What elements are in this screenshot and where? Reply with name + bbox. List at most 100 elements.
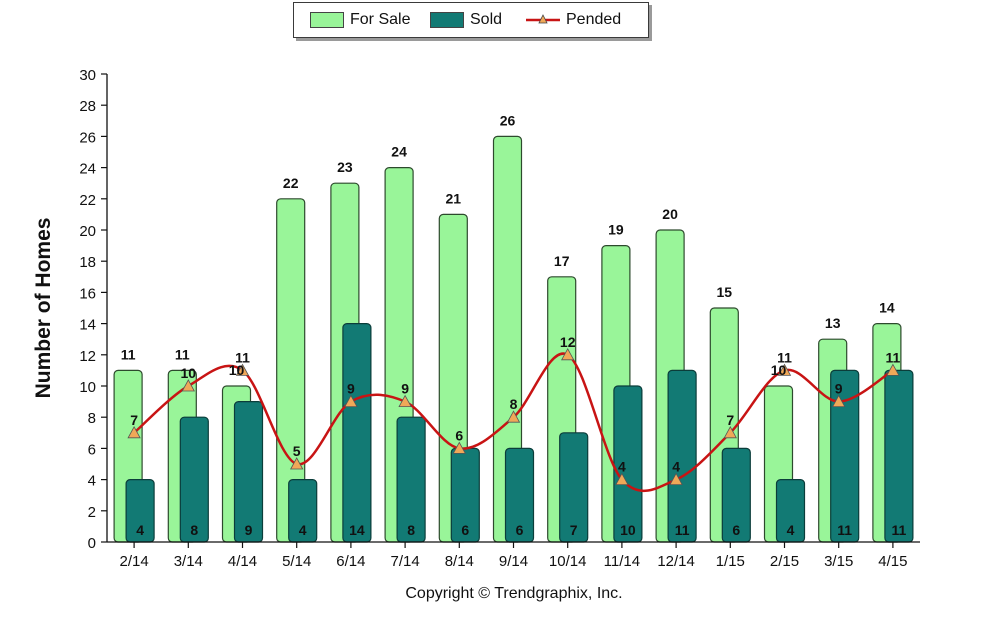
y-tick-label-26: 26 — [79, 129, 96, 146]
for-sale-label-5/14: 22 — [283, 175, 299, 191]
for-sale-label-3/15: 13 — [825, 315, 841, 331]
y-tick-label-4: 4 — [88, 473, 96, 490]
pended-label-3/14: 10 — [181, 365, 197, 381]
for-sale-label-4/14: 10 — [229, 362, 245, 378]
x-tick-label-2/15: 2/15 — [770, 553, 799, 570]
sold-label-4/14: 9 — [245, 522, 253, 538]
for-sale-label-6/14: 23 — [337, 159, 353, 175]
pended-marker-2/14 — [127, 425, 141, 439]
legend-item-for-sale: For Sale — [310, 11, 410, 29]
pended-label-11/14: 4 — [618, 459, 626, 475]
pended-label-6/14: 9 — [347, 381, 355, 397]
for-sale-label-11/14: 19 — [608, 222, 624, 238]
x-tick-label-5/14: 5/14 — [282, 553, 311, 570]
pended-marker-12/14 — [669, 472, 683, 486]
pended-marker-4/15 — [886, 363, 900, 376]
pended-marker-5/14 — [290, 457, 304, 470]
sold-label-2/15: 4 — [787, 522, 795, 538]
for-sale-label-9/14: 26 — [500, 112, 516, 128]
chart-legend: For Sale Sold Pended — [293, 2, 649, 38]
pended-label-5/14: 5 — [293, 443, 301, 459]
pended-marker-1/15 — [723, 425, 737, 439]
x-tick-label-3/14: 3/14 — [174, 553, 203, 570]
sold-label-10/14: 7 — [570, 522, 578, 538]
y-tick-label-10: 10 — [79, 379, 96, 396]
sold-label-9/14: 6 — [516, 522, 524, 538]
x-tick-label-12/14: 12/14 — [657, 553, 695, 570]
sold-label-5/14: 4 — [299, 522, 307, 538]
for-sale-label-7/14: 24 — [391, 144, 407, 160]
sold-label-4/15: 11 — [891, 522, 906, 538]
pended-label-2/15: 11 — [777, 349, 792, 365]
pended-marker-3/14 — [181, 379, 195, 392]
for-sale-label-8/14: 21 — [446, 190, 462, 206]
pended-marker-10/14 — [561, 347, 575, 361]
y-tick-label-2: 2 — [88, 504, 96, 521]
y-tick-label-22: 22 — [79, 192, 96, 209]
pended-marker-3/15 — [832, 394, 846, 408]
for-sale-label-4/15: 14 — [879, 300, 895, 316]
x-tick-label-1/15: 1/15 — [716, 553, 745, 570]
pended-label-4/15: 11 — [885, 349, 900, 365]
for-sale-label-2/15: 10 — [771, 362, 787, 378]
pended-label-1/15: 7 — [726, 412, 734, 428]
sold-label-1/15: 6 — [732, 522, 740, 538]
x-tick-label-4/14: 4/14 — [228, 553, 257, 570]
pended-label-9/14: 8 — [510, 396, 518, 412]
y-tick-label-12: 12 — [79, 348, 96, 365]
pended-marker-6/14 — [344, 394, 358, 408]
sold-label-3/14: 8 — [190, 522, 198, 538]
pended-label-2/14: 7 — [130, 412, 138, 428]
x-tick-label-9/14: 9/14 — [499, 553, 528, 570]
sold-bars — [125, 323, 914, 543]
pended-swatch — [526, 12, 560, 28]
pended-label-3/15: 9 — [835, 381, 843, 397]
pended-label-12/14: 4 — [672, 459, 680, 475]
sold-bar-6/14 — [342, 323, 372, 543]
sold-swatch — [430, 12, 464, 28]
y-tick-label-6: 6 — [88, 441, 96, 458]
for-sale-label-1/15: 15 — [717, 284, 733, 300]
legend-label-pended: Pended — [566, 11, 622, 28]
sold-label-12/14: 11 — [675, 522, 690, 538]
y-tick-label-0: 0 — [88, 535, 96, 552]
sold-bar-4/14 — [233, 401, 264, 543]
sold-bar-4/15 — [884, 369, 914, 543]
sold-label-3/15: 11 — [837, 522, 852, 538]
y-tick-label-18: 18 — [79, 254, 96, 271]
y-tick-label-14: 14 — [79, 317, 96, 334]
pended-label-10/14: 12 — [560, 334, 576, 350]
sold-label-7/14: 8 — [407, 522, 415, 538]
x-tick-label-3/15: 3/15 — [824, 553, 853, 570]
pended-marker-9/14 — [506, 410, 521, 423]
pended-marker-4/14 — [235, 363, 250, 376]
legend-item-pended: Pended — [526, 11, 621, 29]
x-tick-label-7/14: 7/14 — [390, 553, 419, 570]
sold-label-8/14: 6 — [461, 522, 469, 538]
legend-item-sold: Sold — [430, 11, 502, 29]
y-tick-label-30: 30 — [79, 67, 96, 84]
pended-marker-2/15 — [777, 363, 792, 376]
y-tick-label-16: 16 — [79, 285, 96, 302]
pended-line — [133, 352, 894, 492]
x-tick-label-8/14: 8/14 — [445, 553, 474, 570]
y-tick-label-20: 20 — [79, 223, 96, 240]
x-tick-label-6/14: 6/14 — [336, 553, 365, 570]
y-tick-label-24: 24 — [79, 161, 96, 178]
sold-bar-12/14 — [667, 369, 697, 543]
y-tick-label-28: 28 — [79, 98, 96, 115]
y-tick-label-8: 8 — [88, 410, 96, 427]
x-tick-label-11/14: 11/14 — [604, 553, 640, 570]
y-axis-label: Number of Homes — [32, 218, 55, 399]
pended-label-8/14: 6 — [455, 427, 463, 443]
pended-label-7/14: 9 — [401, 381, 409, 397]
for-sale-label-12/14: 20 — [662, 206, 678, 222]
x-tick-label-10/14: 10/14 — [549, 553, 587, 570]
x-tick-label-2/14: 2/14 — [119, 553, 148, 570]
pended-series — [127, 347, 900, 492]
legend-label-sold: Sold — [470, 11, 503, 28]
for-sale-label-3/14: 11 — [175, 346, 190, 362]
sold-label-2/14: 4 — [136, 522, 144, 538]
